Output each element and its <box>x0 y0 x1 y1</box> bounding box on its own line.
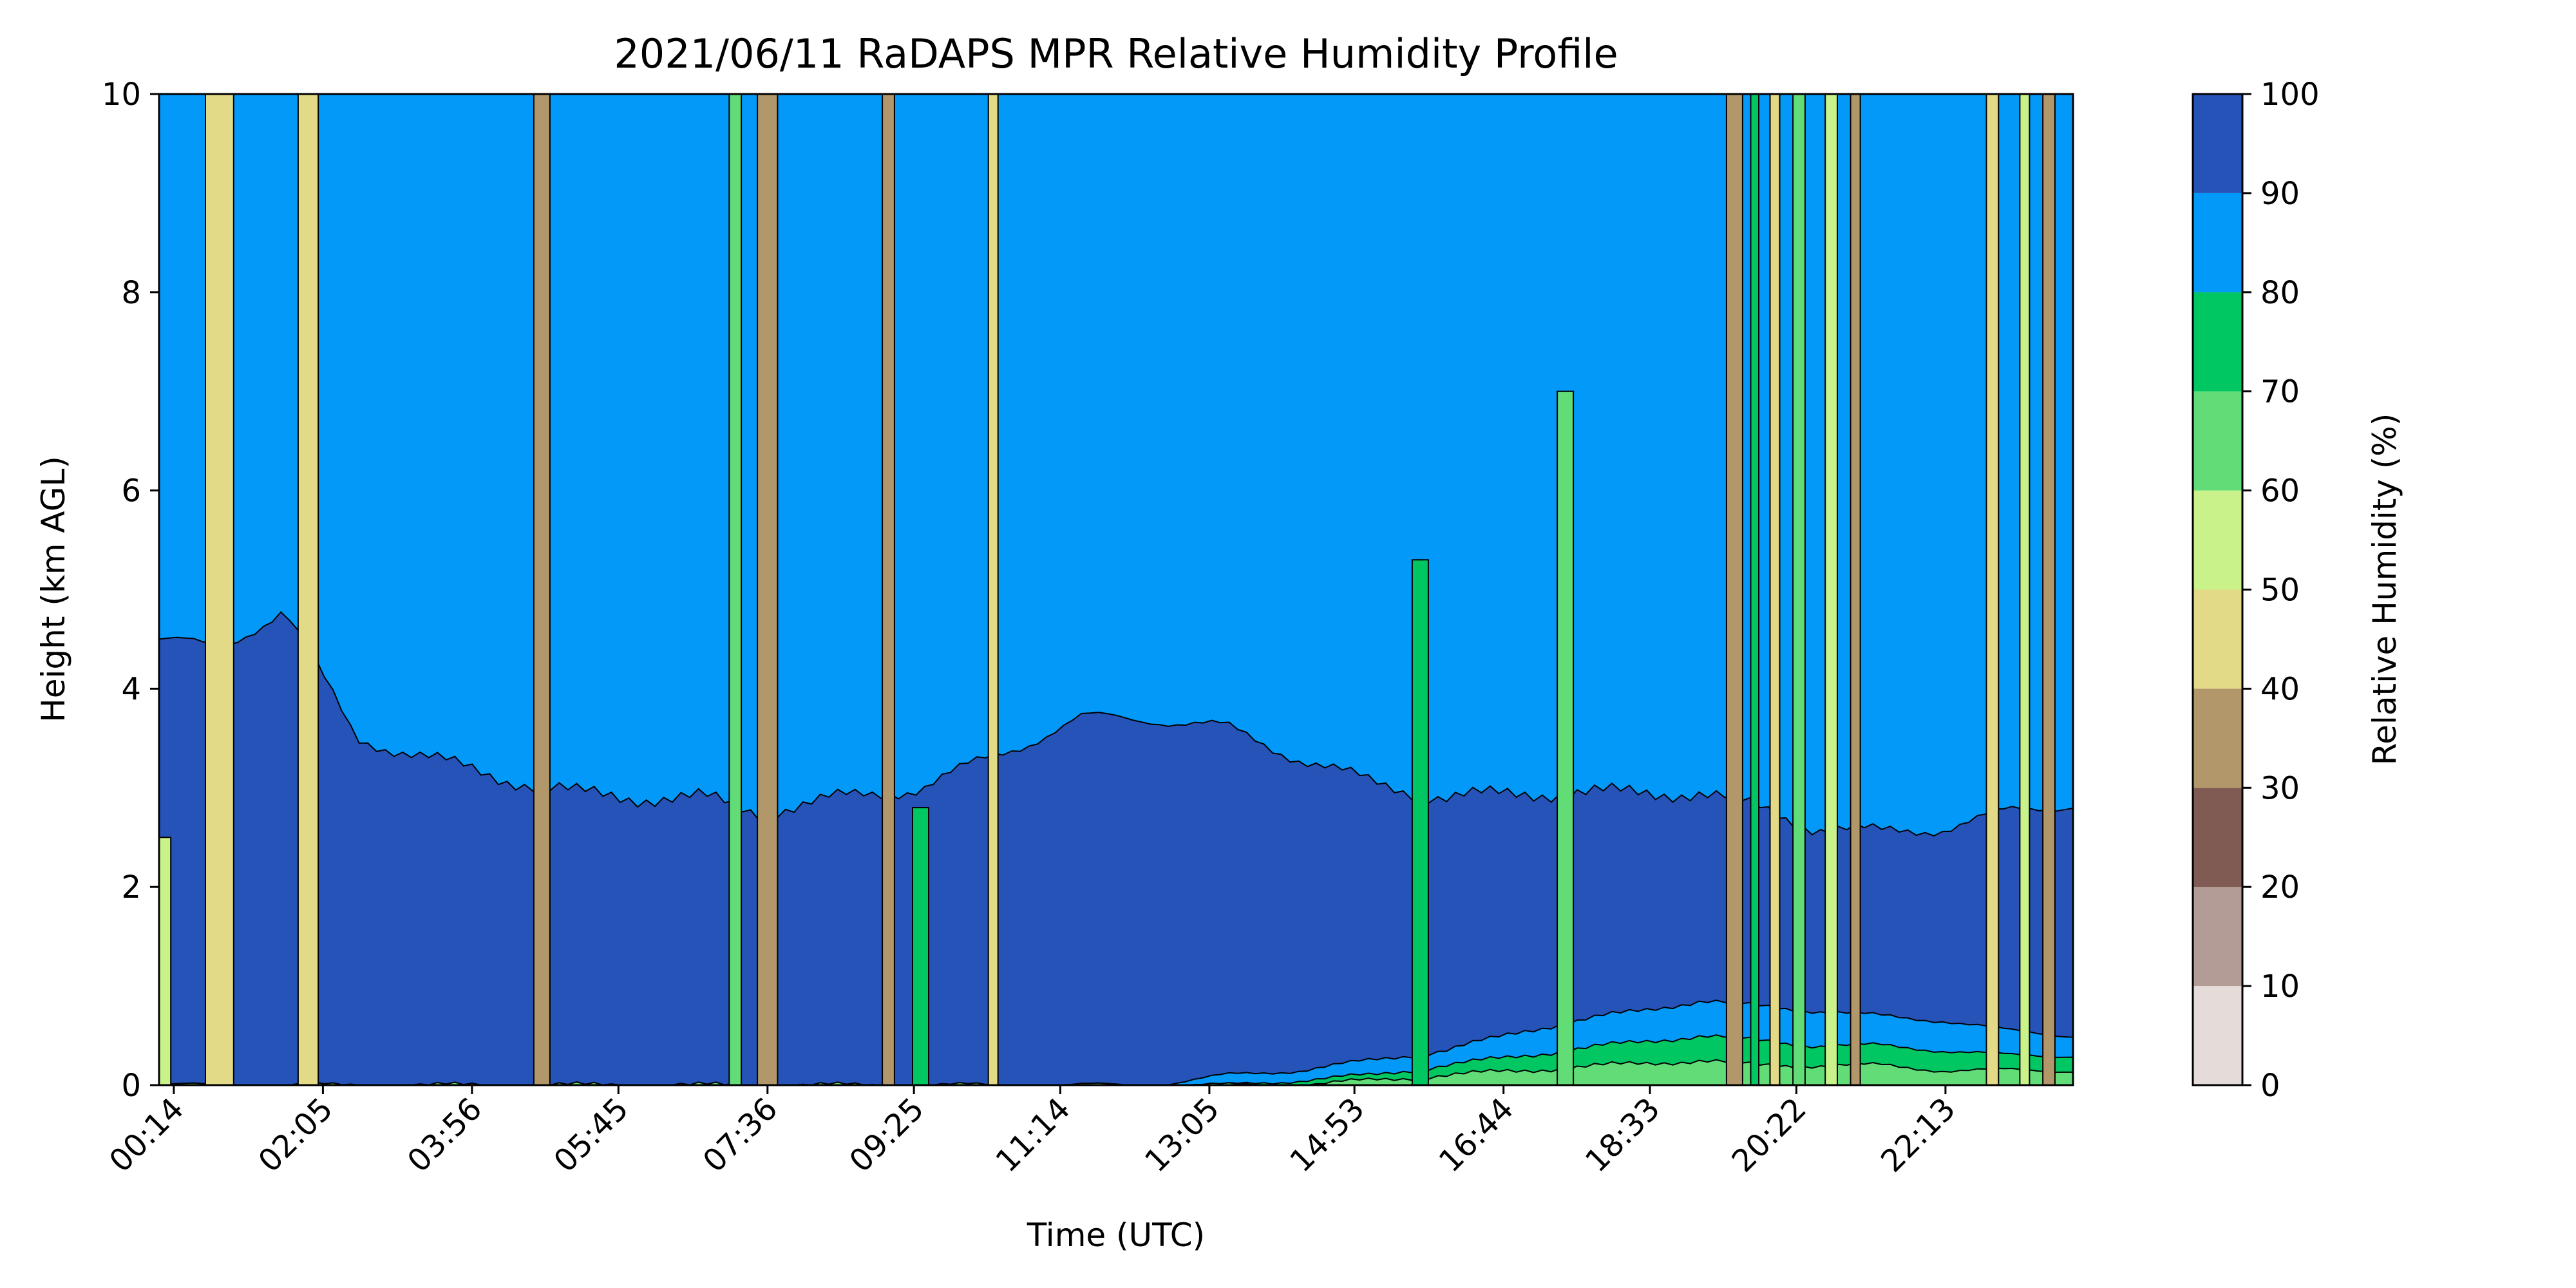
moist-column <box>1769 94 1781 1085</box>
x-tick-label: 13:05 <box>1138 1091 1226 1179</box>
moist-column <box>1725 94 1743 1085</box>
colorbar-swatch-50 <box>2193 490 2242 590</box>
chart-title: 2021/06/11 RaDAPS MPR Relative Humidity … <box>614 30 1618 77</box>
colorbar-tick-label: 70 <box>2260 374 2300 410</box>
x-tick-label: 11:14 <box>989 1091 1077 1179</box>
colorbar-label: Relative Humidity (%) <box>2366 413 2403 766</box>
moist-column <box>1824 94 1838 1085</box>
y-tick-label: 2 <box>121 869 141 905</box>
colorbar-tick-label: 100 <box>2260 77 2320 113</box>
moist-column <box>1985 94 2000 1085</box>
colorbar-tick-label: 40 <box>2260 671 2300 707</box>
y-tick-label: 6 <box>121 473 141 509</box>
colorbar-swatch-70 <box>2193 292 2242 392</box>
moist-column <box>912 807 929 1085</box>
colorbar-swatch-0 <box>2193 986 2242 1085</box>
y-axis: 0 2 4 6 8 10 <box>102 77 159 1104</box>
y-tick-label: 8 <box>121 275 141 311</box>
x-tick-label: 18:33 <box>1578 1091 1667 1179</box>
x-tick-label: 05:45 <box>547 1091 635 1179</box>
colorbar-tick-label: 60 <box>2260 473 2300 509</box>
moist-column <box>987 94 999 1085</box>
moist-column <box>2042 94 2056 1085</box>
moist-column <box>1792 94 1806 1085</box>
colorbar-tick-label: 50 <box>2260 573 2300 609</box>
x-axis-label: Time (UTC) <box>1027 1217 1205 1254</box>
moist-column <box>159 837 172 1085</box>
x-tick-label: 09:25 <box>842 1091 931 1179</box>
colorbar-swatch-80 <box>2193 193 2242 292</box>
x-tick-label: 22:13 <box>1874 1091 1962 1179</box>
colorbar-swatch-40 <box>2193 589 2242 689</box>
colorbar-swatch-90 <box>2193 94 2242 193</box>
colorbar-tick-label: 20 <box>2260 869 2300 905</box>
y-tick-label: 4 <box>121 671 141 707</box>
x-axis: 00:14 02:05 03:56 05:45 07:36 09:25 11:14 13:05… <box>102 1085 1962 1179</box>
colorbar-tick-label: 90 <box>2260 176 2300 212</box>
x-tick-label: 02:05 <box>251 1091 339 1179</box>
x-tick-label: 00:14 <box>102 1091 191 1179</box>
colorbar-tick-label: 10 <box>2260 969 2300 1005</box>
moist-column <box>757 94 779 1085</box>
plot-frame <box>158 93 2074 1086</box>
colorbar-tick-label: 30 <box>2260 770 2300 806</box>
x-tick-label: 03:56 <box>401 1091 489 1179</box>
colorbar-swatch-60 <box>2193 391 2242 491</box>
colorbar-tick-label: 0 <box>2260 1068 2280 1104</box>
y-tick-label: 10 <box>102 77 141 113</box>
humidity-contour-field <box>159 94 2073 1085</box>
moist-column <box>1557 390 1575 1085</box>
moist-column <box>1411 559 1429 1085</box>
colorbar-tick-label: 80 <box>2260 275 2300 311</box>
y-axis-label: Height (km AGL) <box>35 456 72 723</box>
moist-column <box>728 94 743 1085</box>
colorbar-swatch-30 <box>2193 688 2242 788</box>
moist-column <box>1850 94 1861 1085</box>
moist-column <box>297 94 319 1085</box>
moist-column <box>2019 94 2031 1085</box>
x-tick-label: 14:53 <box>1283 1091 1371 1179</box>
moist-column <box>533 94 551 1085</box>
x-tick-label: 07:36 <box>696 1091 784 1179</box>
moist-column <box>205 94 234 1085</box>
moist-column <box>1750 94 1759 1085</box>
x-tick-label: 20:22 <box>1725 1091 1813 1179</box>
y-tick-label: 0 <box>121 1068 141 1104</box>
colorbar-swatch-10 <box>2193 887 2242 987</box>
x-tick-label: 16:44 <box>1432 1091 1520 1179</box>
colorbar-swatch-20 <box>2193 788 2242 887</box>
colorbar: 0 10 20 30 40 50 60 70 80 90 100 <box>2192 77 2320 1104</box>
moist-column <box>882 94 895 1085</box>
contour-band-80-90 <box>159 94 2073 837</box>
